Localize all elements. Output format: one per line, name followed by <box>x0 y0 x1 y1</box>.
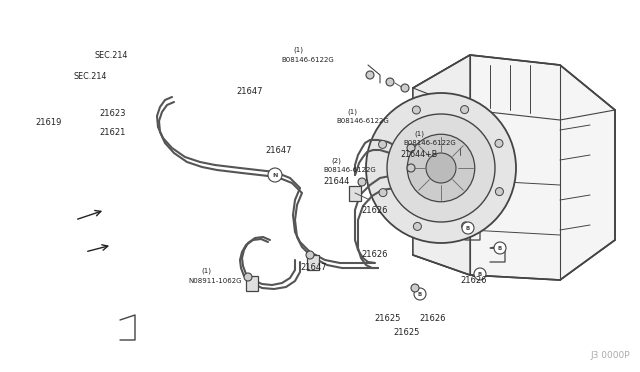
Text: (1): (1) <box>293 47 303 54</box>
Circle shape <box>494 242 506 254</box>
Text: (2): (2) <box>332 157 341 164</box>
Text: N: N <box>272 173 278 177</box>
Text: B: B <box>418 292 422 296</box>
Circle shape <box>407 144 415 152</box>
Text: SEC.214: SEC.214 <box>74 72 107 81</box>
Text: B: B <box>466 225 470 231</box>
Circle shape <box>379 189 387 197</box>
Circle shape <box>462 222 474 234</box>
Circle shape <box>414 288 426 300</box>
Text: 21619: 21619 <box>35 118 61 127</box>
Circle shape <box>495 140 503 147</box>
Text: 21625: 21625 <box>394 328 420 337</box>
Text: B: B <box>478 272 482 276</box>
Bar <box>307 254 319 269</box>
Circle shape <box>386 78 394 86</box>
Text: 21626: 21626 <box>362 250 388 259</box>
Circle shape <box>401 84 409 92</box>
Circle shape <box>379 140 387 148</box>
Circle shape <box>474 268 486 280</box>
Circle shape <box>426 153 456 183</box>
Text: 21644: 21644 <box>323 177 349 186</box>
Circle shape <box>407 164 415 172</box>
Circle shape <box>412 106 420 114</box>
Text: N08911-1062G: N08911-1062G <box>189 278 243 284</box>
Polygon shape <box>413 55 615 280</box>
Bar <box>246 276 258 291</box>
Circle shape <box>495 187 504 196</box>
Circle shape <box>461 222 470 230</box>
Text: B08146-6122G: B08146-6122G <box>323 167 376 173</box>
Text: J3 0000P: J3 0000P <box>590 351 630 360</box>
Text: 21626: 21626 <box>461 276 487 285</box>
Circle shape <box>366 93 516 243</box>
Bar <box>349 186 361 201</box>
Text: (1): (1) <box>348 108 358 115</box>
Circle shape <box>413 222 421 230</box>
Circle shape <box>461 106 468 113</box>
Text: B08146-6122G: B08146-6122G <box>336 118 388 124</box>
Text: (1): (1) <box>202 267 212 274</box>
Circle shape <box>244 273 252 281</box>
Text: B08146-6122G: B08146-6122G <box>282 57 334 62</box>
Text: 21647: 21647 <box>301 263 327 272</box>
Text: 21647: 21647 <box>266 146 292 155</box>
Text: 21626: 21626 <box>419 314 445 323</box>
Text: B08146-6122G: B08146-6122G <box>403 140 456 146</box>
Text: 21626: 21626 <box>362 206 388 215</box>
Circle shape <box>411 284 419 292</box>
Text: 21647: 21647 <box>237 87 263 96</box>
Polygon shape <box>413 55 470 275</box>
Text: B: B <box>498 246 502 250</box>
Circle shape <box>366 71 374 79</box>
Text: 21623: 21623 <box>99 109 125 118</box>
Text: 21621: 21621 <box>99 128 125 137</box>
Circle shape <box>358 178 366 186</box>
Text: SEC.214: SEC.214 <box>95 51 128 60</box>
Circle shape <box>407 134 475 202</box>
Circle shape <box>306 251 314 259</box>
Circle shape <box>268 168 282 182</box>
Text: 21625: 21625 <box>374 314 401 323</box>
Text: 21644+B: 21644+B <box>400 150 437 159</box>
Text: (1): (1) <box>415 131 425 137</box>
Circle shape <box>387 114 495 222</box>
